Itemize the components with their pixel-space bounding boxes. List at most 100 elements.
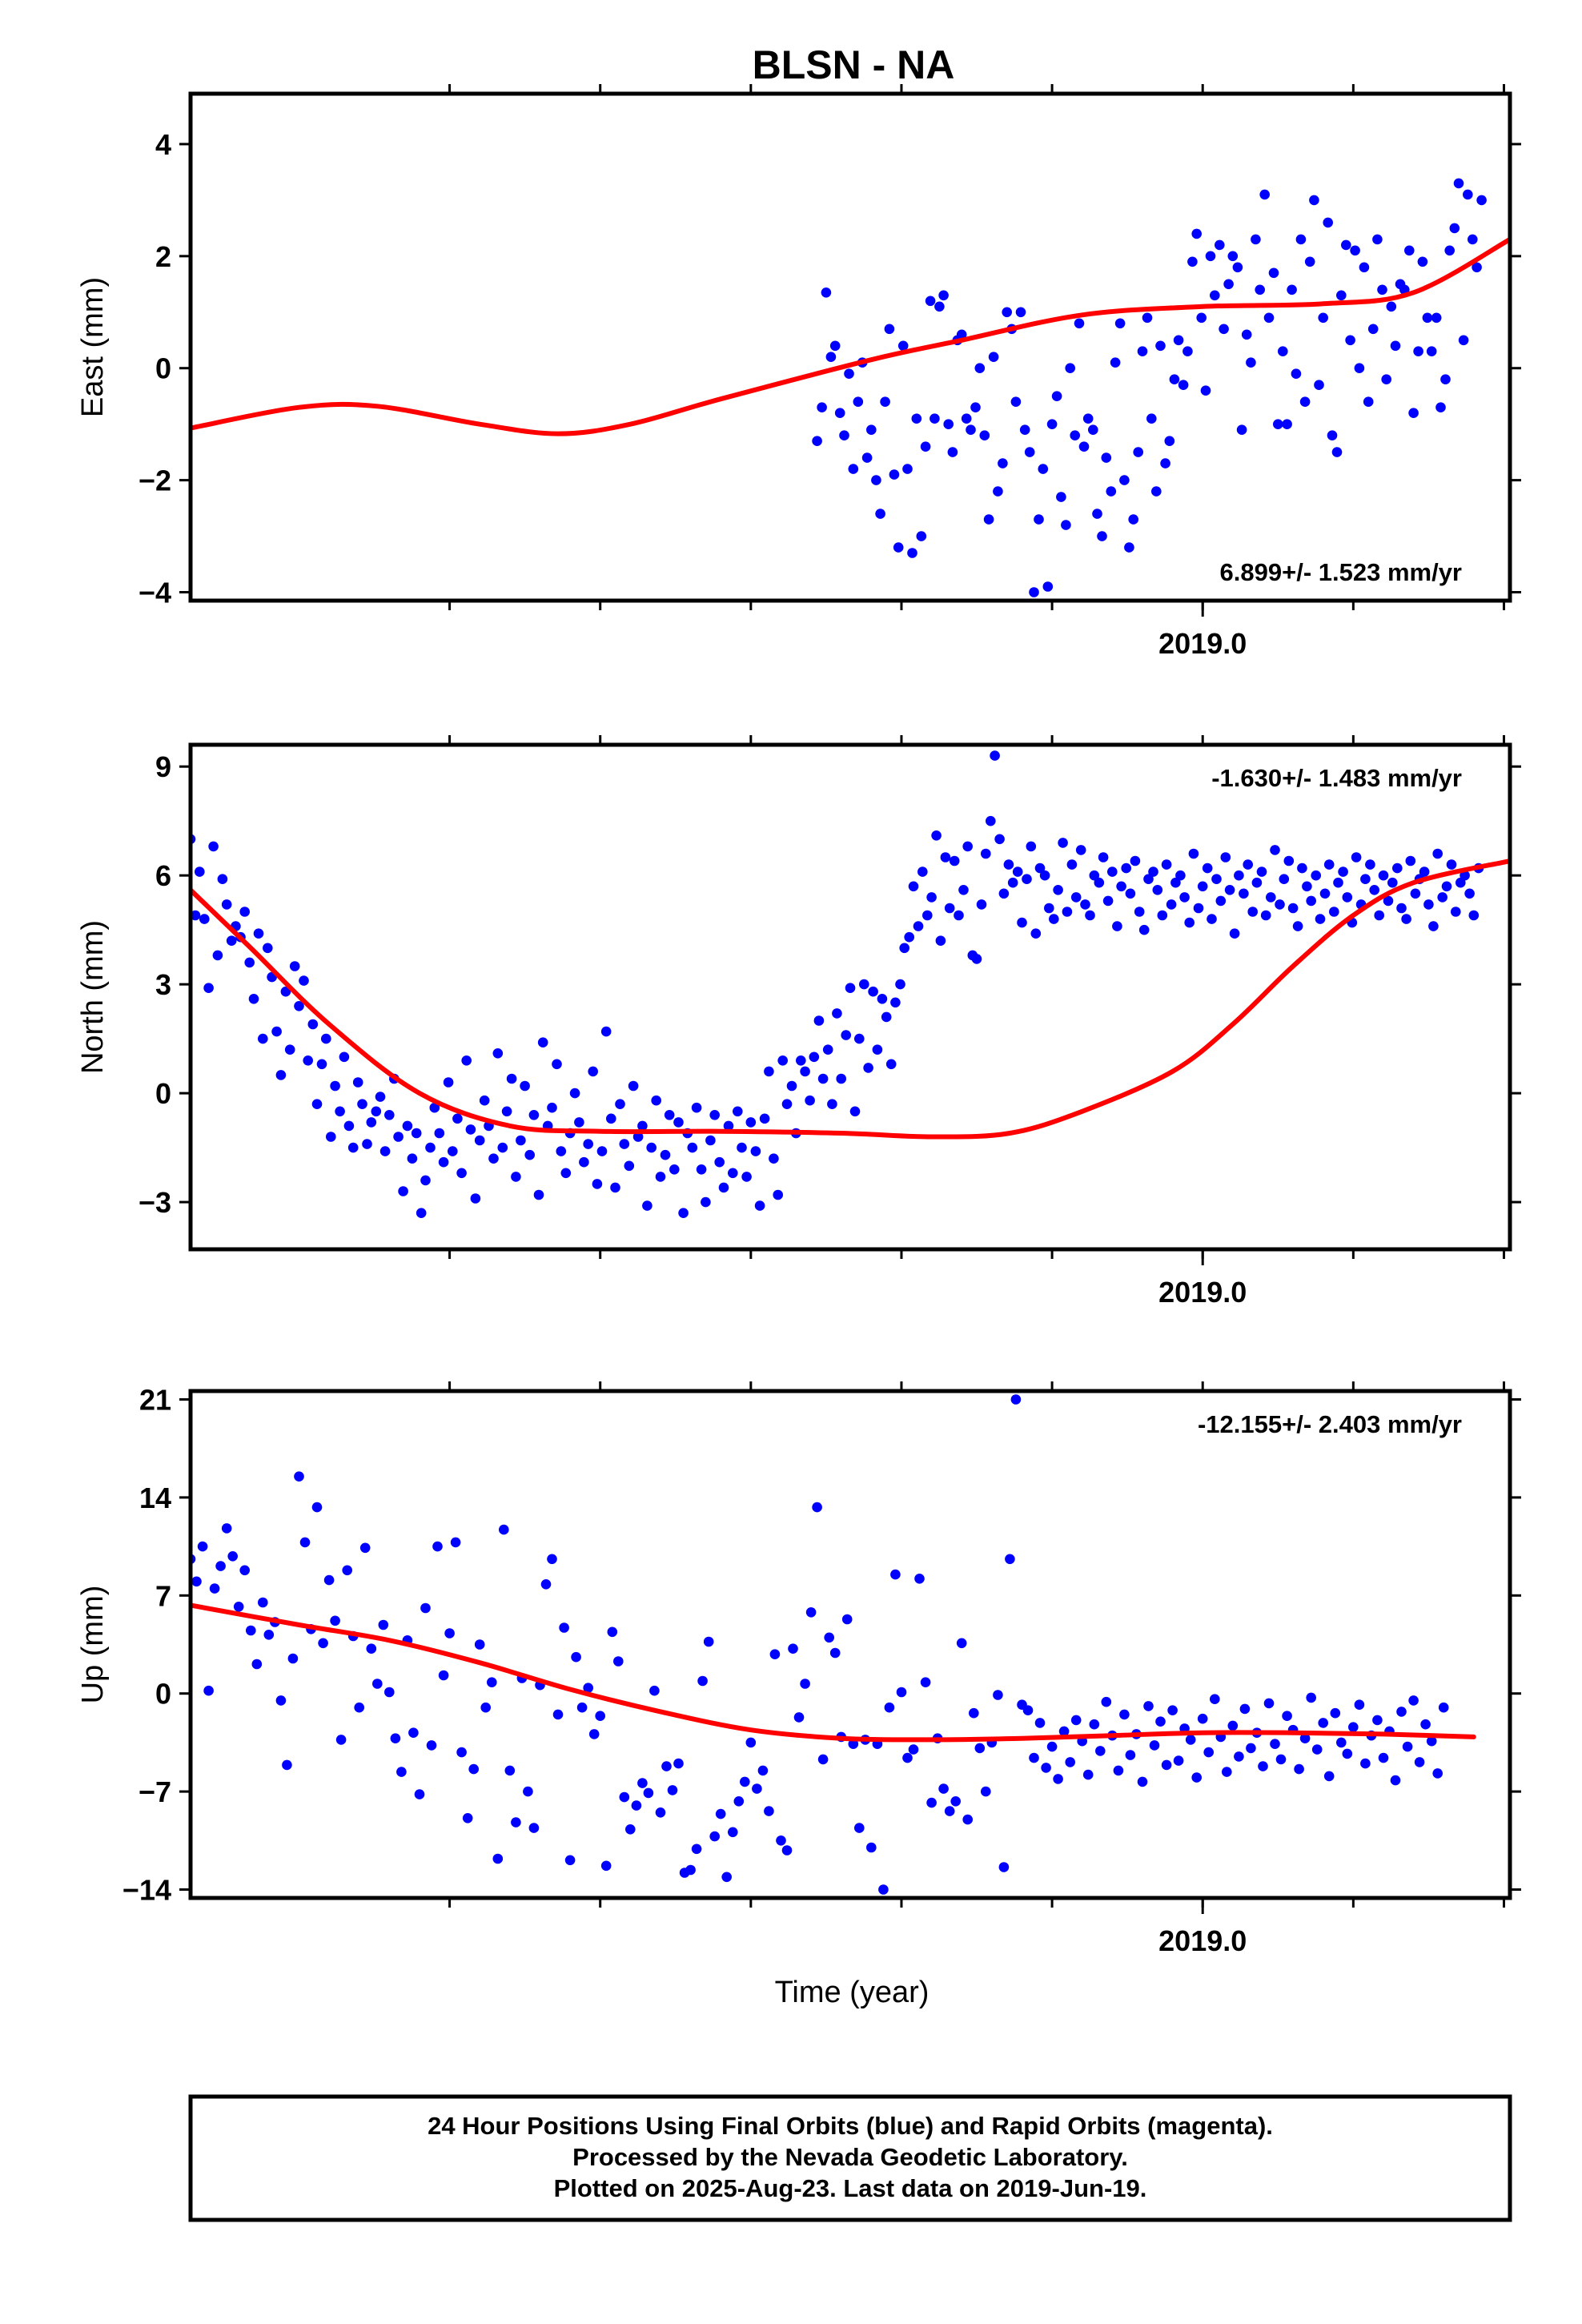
data-point: [940, 852, 951, 862]
data-point: [499, 1524, 509, 1535]
data-point: [1369, 885, 1379, 895]
data-point: [615, 1099, 625, 1109]
data-point: [1304, 256, 1315, 267]
data-point: [311, 1099, 323, 1109]
data-point: [788, 1643, 798, 1654]
data-point: [701, 1196, 711, 1208]
data-point: [1022, 1705, 1034, 1715]
data-point: [1463, 189, 1473, 200]
data-point: [1270, 845, 1280, 855]
data-point: [1374, 910, 1384, 921]
data-point: [307, 1019, 319, 1030]
data-point: [908, 881, 919, 892]
data-point: [632, 1132, 644, 1142]
data-point: [212, 950, 223, 961]
data-point: [533, 1189, 544, 1200]
data-point: [1444, 245, 1455, 256]
data-point: [884, 324, 895, 335]
data-point: [825, 352, 837, 363]
data-point: [993, 486, 1003, 497]
data-point: [294, 1471, 304, 1482]
data-point: [817, 1073, 829, 1084]
data-point: [1279, 874, 1290, 884]
data-point: [660, 1149, 671, 1160]
data-point: [1051, 391, 1062, 402]
data-point: [1315, 914, 1326, 924]
data-point: [845, 983, 856, 993]
data-point: [619, 1139, 630, 1149]
data-point: [896, 1687, 907, 1698]
data-point: [504, 1765, 516, 1776]
data-point: [1270, 1739, 1280, 1749]
data-point: [1432, 848, 1443, 859]
data-point: [947, 447, 958, 457]
data-point: [1092, 509, 1102, 519]
data-point: [1381, 374, 1391, 385]
data-point: [962, 841, 973, 852]
data-point: [1178, 380, 1189, 391]
data-point: [227, 1551, 239, 1562]
fit-curve: [191, 858, 1510, 1140]
data-point: [1282, 419, 1292, 429]
y-axis-title: Up (mm): [76, 1586, 110, 1704]
data-point: [552, 1059, 562, 1070]
data-point: [1342, 892, 1353, 903]
data-point: [938, 290, 949, 301]
data-point: [655, 1807, 666, 1818]
data-point: [920, 441, 931, 452]
data-point: [1173, 335, 1184, 346]
data-point: [913, 921, 924, 931]
data-point: [576, 1702, 588, 1713]
data-point: [854, 1033, 865, 1044]
data-point: [893, 542, 904, 553]
data-point: [1345, 335, 1355, 346]
data-point: [600, 1026, 612, 1037]
data-point: [994, 834, 1005, 845]
data-point: [343, 1120, 355, 1132]
data-point: [1291, 368, 1302, 380]
footer-line-3: Plotted on 2025-Aug-23. Last data on 201…: [554, 2174, 1147, 2202]
data-point: [197, 1541, 208, 1552]
data-point: [1149, 1740, 1160, 1751]
data-point: [895, 979, 905, 990]
data-point: [733, 1106, 743, 1117]
data-point: [1112, 921, 1122, 931]
data-point: [1175, 870, 1186, 881]
data-point: [1449, 223, 1460, 234]
data-point: [988, 352, 999, 363]
data-point: [878, 1884, 889, 1895]
data-point: [560, 1168, 572, 1179]
data-point: [1042, 581, 1054, 592]
data-point: [1297, 862, 1307, 874]
data-point: [1336, 290, 1347, 301]
data-point: [628, 1080, 639, 1092]
data-point: [280, 986, 291, 997]
data-point: [1367, 324, 1379, 335]
data-point: [805, 1607, 817, 1618]
data-point: [950, 1796, 961, 1807]
data-point: [1360, 874, 1371, 884]
data-point: [434, 1128, 445, 1139]
data-point: [1130, 855, 1141, 866]
plot-frame: [188, 1389, 1512, 1900]
data-point: [275, 1695, 287, 1706]
data-point: [979, 430, 990, 440]
data-point: [868, 986, 878, 997]
data-point: [1151, 486, 1162, 497]
data-point: [649, 1685, 660, 1696]
data-point: [1295, 234, 1307, 245]
data-point: [1205, 251, 1216, 262]
data-point: [1351, 852, 1362, 862]
data-point: [547, 1554, 557, 1565]
data-point: [861, 452, 873, 463]
data-point: [1082, 413, 1094, 424]
data-point: [1187, 256, 1198, 267]
data-point: [1041, 1763, 1051, 1773]
data-point: [817, 1754, 829, 1765]
data-point: [1080, 899, 1090, 910]
data-point: [881, 1011, 892, 1023]
data-point: [740, 1776, 750, 1787]
data-point: [1049, 914, 1059, 924]
data-point: [1234, 1751, 1244, 1762]
data-point: [456, 1168, 467, 1179]
